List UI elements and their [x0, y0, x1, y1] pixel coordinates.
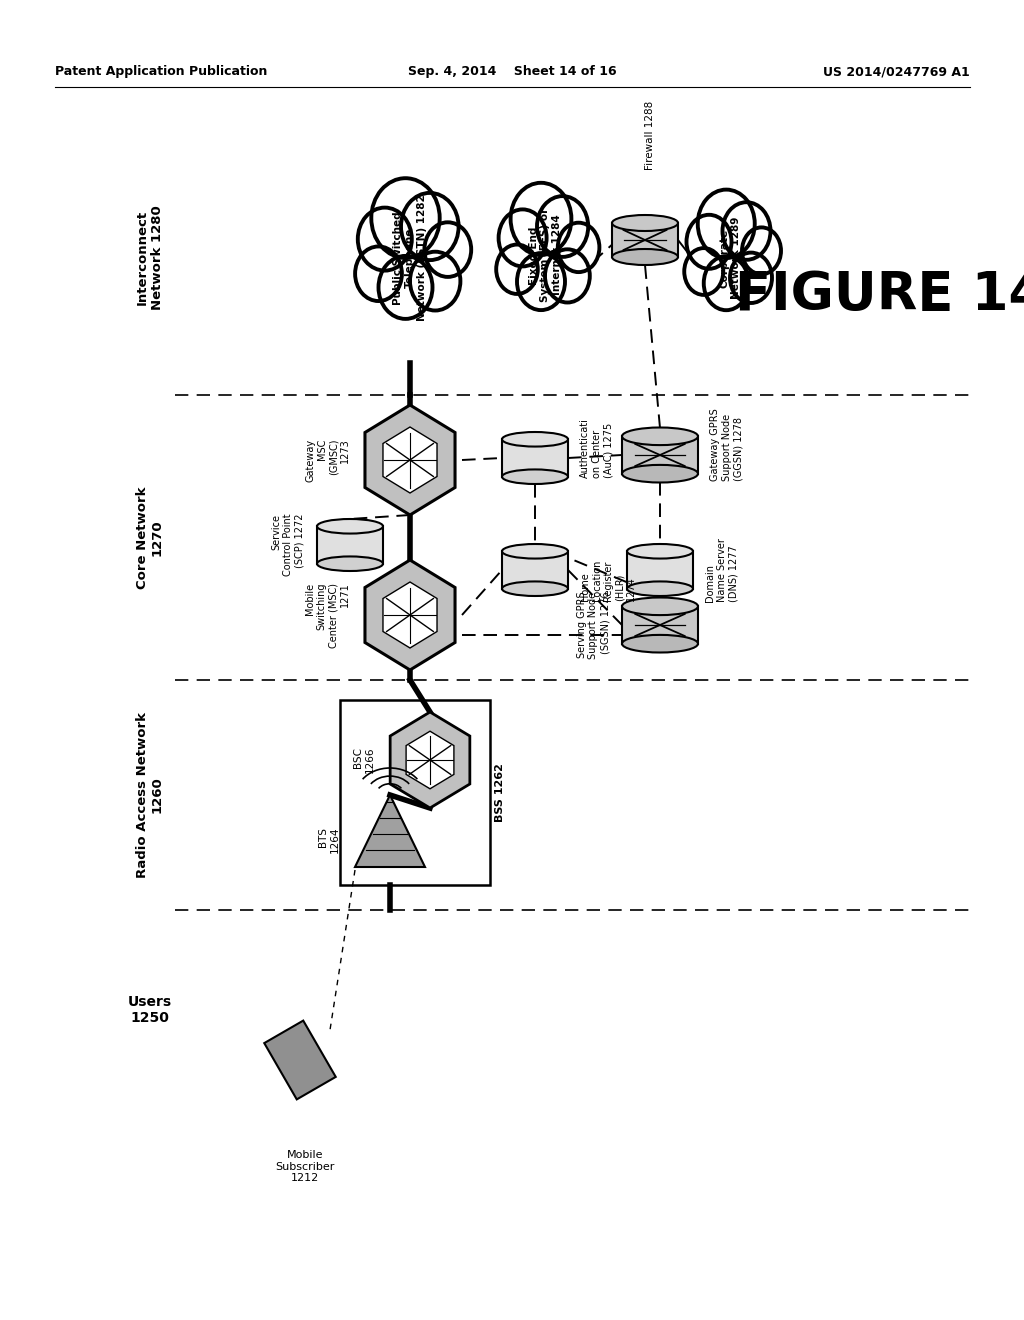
- Text: Mobile
Subscriber
1212: Mobile Subscriber 1212: [275, 1150, 335, 1183]
- Text: US 2014/0247769 A1: US 2014/0247769 A1: [823, 66, 970, 78]
- Polygon shape: [383, 426, 437, 492]
- Ellipse shape: [499, 210, 547, 267]
- Ellipse shape: [517, 253, 565, 310]
- Polygon shape: [383, 582, 437, 648]
- Text: BSC
1266: BSC 1266: [353, 747, 375, 774]
- Bar: [612, 223, 678, 257]
- Text: Interconnect
Network 1280: Interconnect Network 1280: [136, 205, 164, 310]
- Text: Mobile
Switching
Center (MSC)
1271: Mobile Switching Center (MSC) 1271: [305, 582, 350, 648]
- Ellipse shape: [424, 222, 471, 277]
- Polygon shape: [365, 405, 455, 515]
- Ellipse shape: [730, 252, 772, 304]
- Bar: [622, 606, 698, 644]
- Ellipse shape: [502, 470, 568, 484]
- Ellipse shape: [537, 197, 588, 257]
- Ellipse shape: [502, 581, 568, 597]
- Ellipse shape: [357, 207, 412, 271]
- Ellipse shape: [697, 190, 755, 257]
- Text: Gateway
MSC
(GMSC)
1273: Gateway MSC (GMSC) 1273: [305, 438, 350, 482]
- Text: BTS
1264: BTS 1264: [318, 826, 340, 853]
- Bar: [317, 527, 383, 564]
- Ellipse shape: [723, 202, 770, 260]
- Text: Firewall 1288: Firewall 1288: [645, 100, 655, 170]
- Bar: [627, 552, 693, 589]
- Bar: [502, 552, 568, 589]
- Ellipse shape: [622, 598, 698, 615]
- Bar: [502, 440, 568, 477]
- Ellipse shape: [497, 244, 538, 294]
- Bar: [622, 437, 698, 474]
- Ellipse shape: [502, 432, 568, 446]
- Ellipse shape: [622, 635, 698, 652]
- Text: Gateway GPRS
Support Node
(GGSN) 1278: Gateway GPRS Support Node (GGSN) 1278: [710, 409, 743, 482]
- Polygon shape: [390, 711, 470, 808]
- Ellipse shape: [703, 256, 749, 310]
- Text: Patent Application Publication: Patent Application Publication: [55, 66, 267, 78]
- Ellipse shape: [627, 544, 693, 558]
- Ellipse shape: [401, 193, 459, 260]
- Text: FIGURE 14: FIGURE 14: [735, 269, 1024, 321]
- Ellipse shape: [622, 428, 698, 445]
- Text: Fixed-End
System (FES) or
Internet 1284: Fixed-End System (FES) or Internet 1284: [528, 207, 561, 302]
- Text: Users
1250: Users 1250: [128, 995, 172, 1026]
- Ellipse shape: [612, 249, 678, 265]
- Ellipse shape: [355, 247, 401, 301]
- Ellipse shape: [558, 223, 599, 272]
- Ellipse shape: [410, 252, 461, 310]
- Ellipse shape: [627, 581, 693, 597]
- Ellipse shape: [545, 249, 590, 302]
- Polygon shape: [264, 1020, 336, 1100]
- Text: Sep. 4, 2014    Sheet 14 of 16: Sep. 4, 2014 Sheet 14 of 16: [408, 66, 616, 78]
- Bar: [340, 700, 490, 884]
- Ellipse shape: [511, 182, 571, 255]
- Text: Service
Control Point
(SCP) 1272: Service Control Point (SCP) 1272: [271, 513, 305, 577]
- Text: Domain
Name Server
(DNS) 1277: Domain Name Server (DNS) 1277: [705, 539, 738, 602]
- Text: Authenticati
on Center
(AuC) 1275: Authenticati on Center (AuC) 1275: [580, 418, 613, 478]
- Ellipse shape: [686, 215, 731, 269]
- Text: Public Switched
Telephone
Network (PSTN) 1282: Public Switched Telephone Network (PSTN)…: [393, 194, 427, 321]
- Ellipse shape: [317, 519, 383, 533]
- Ellipse shape: [372, 178, 439, 257]
- Ellipse shape: [742, 227, 781, 275]
- Polygon shape: [355, 795, 425, 867]
- Polygon shape: [407, 731, 454, 789]
- Ellipse shape: [317, 557, 383, 572]
- Ellipse shape: [684, 248, 723, 294]
- Ellipse shape: [379, 256, 432, 319]
- Text: Core Network
1270: Core Network 1270: [136, 486, 164, 589]
- Ellipse shape: [622, 465, 698, 483]
- Text: Corporate
Network 1289: Corporate Network 1289: [719, 216, 740, 300]
- Text: BSS 1262: BSS 1262: [495, 763, 505, 822]
- Ellipse shape: [502, 544, 568, 558]
- Polygon shape: [365, 560, 455, 671]
- Text: Home
Location
Register
(HLR)
1274: Home Location Register (HLR) 1274: [580, 560, 636, 601]
- Text: Radio Access Network
1260: Radio Access Network 1260: [136, 711, 164, 878]
- Ellipse shape: [612, 215, 678, 231]
- Text: Serving GPRS
Support Node
(SGSN) 1276: Serving GPRS Support Node (SGSN) 1276: [577, 591, 610, 659]
